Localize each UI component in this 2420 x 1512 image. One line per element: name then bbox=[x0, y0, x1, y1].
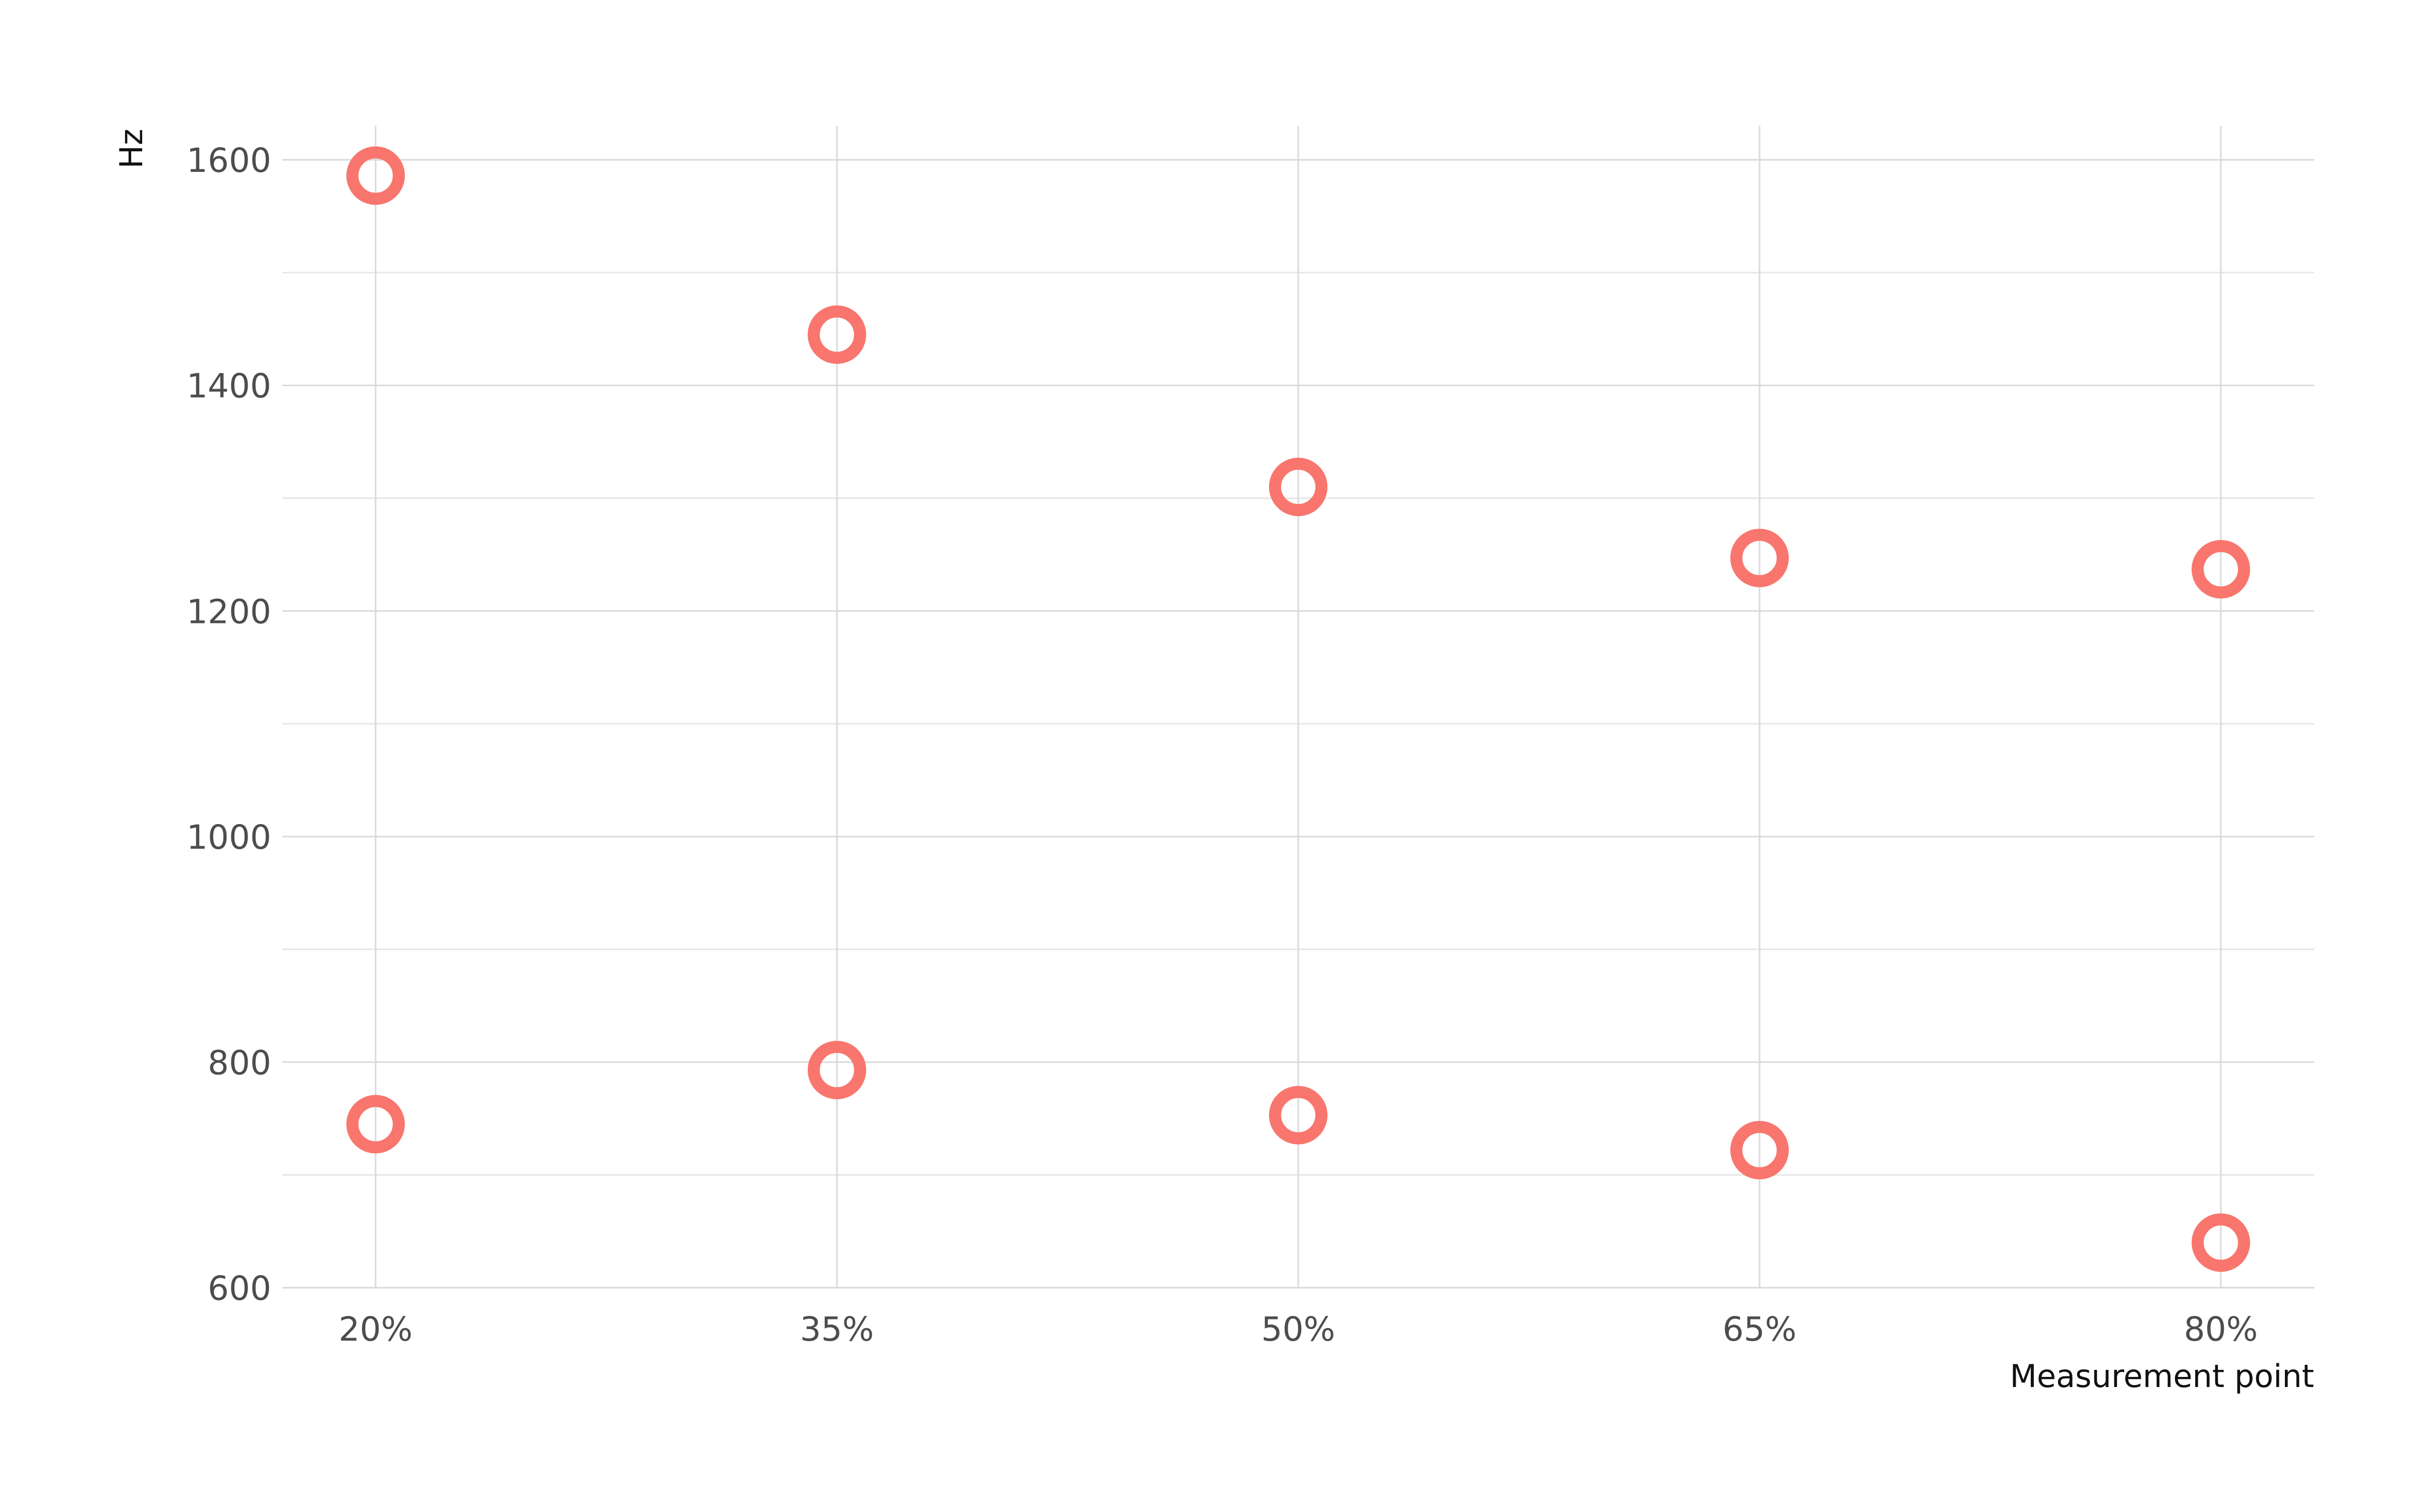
x-axis-title: Measurement point bbox=[2010, 1358, 2314, 1395]
data-point bbox=[808, 305, 866, 364]
y-tick-label: 800 bbox=[208, 1043, 271, 1082]
y-tick-label: 600 bbox=[208, 1269, 271, 1308]
x-tick-label: 65% bbox=[1723, 1310, 1797, 1349]
y-axis-tick-labels: 600 800 1000 1200 1400 1600 bbox=[187, 141, 271, 1308]
data-point bbox=[2192, 1213, 2250, 1272]
x-tick-label: 20% bbox=[339, 1310, 413, 1349]
x-tick-label: 80% bbox=[2184, 1310, 2258, 1349]
x-tick-label: 50% bbox=[1261, 1310, 1336, 1349]
data-point bbox=[346, 146, 405, 205]
data-point bbox=[1730, 529, 1789, 588]
x-axis-tick-labels: 20% 35% 50% 65% 80% bbox=[339, 1310, 2258, 1349]
data-point bbox=[1730, 1120, 1789, 1179]
y-axis-title: Hz bbox=[113, 129, 150, 168]
data-point bbox=[808, 1041, 866, 1100]
x-tick-label: 35% bbox=[800, 1310, 874, 1349]
data-point bbox=[2192, 540, 2250, 599]
data-points bbox=[346, 146, 2250, 1272]
y-tick-label: 1200 bbox=[187, 592, 271, 631]
y-tick-label: 1000 bbox=[187, 818, 271, 857]
y-tick-label: 1600 bbox=[187, 141, 271, 180]
data-point bbox=[1269, 458, 1327, 517]
y-tick-label: 1400 bbox=[187, 367, 271, 406]
data-point bbox=[1269, 1086, 1327, 1145]
data-point bbox=[346, 1095, 405, 1154]
